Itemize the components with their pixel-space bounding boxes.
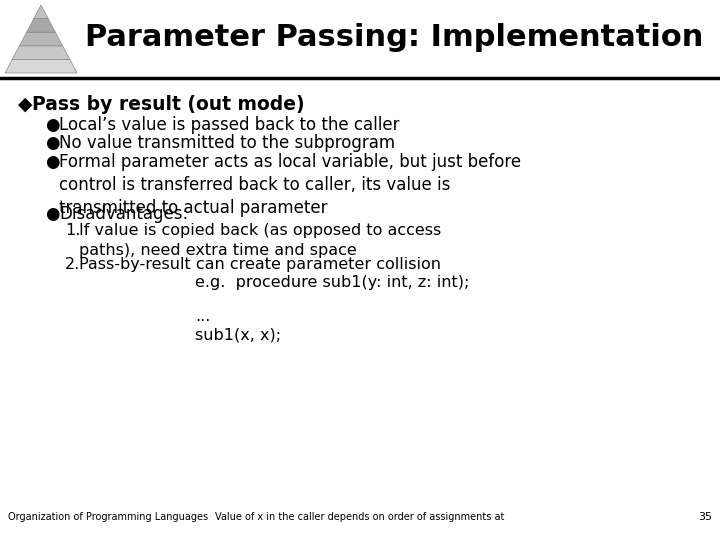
Text: Pass-by-result can create parameter collision: Pass-by-result can create parameter coll… (79, 257, 441, 272)
Polygon shape (12, 46, 70, 59)
Text: ●: ● (45, 153, 60, 171)
Text: e.g.  procedure sub1(y: int, z: int);: e.g. procedure sub1(y: int, z: int); (195, 275, 469, 290)
Text: 1.: 1. (65, 224, 81, 238)
Text: If value is copied back (as opposed to access
paths), need extra time and space: If value is copied back (as opposed to a… (79, 224, 441, 258)
Text: Formal parameter acts as local variable, but just before
control is transferred : Formal parameter acts as local variable,… (59, 153, 521, 217)
Text: 2.: 2. (65, 257, 80, 272)
Text: Value of x in the caller depends on order of assignments at: Value of x in the caller depends on orde… (215, 512, 505, 522)
Polygon shape (34, 5, 48, 18)
Text: 35: 35 (698, 512, 712, 522)
Text: sub1(x, x);: sub1(x, x); (195, 327, 281, 342)
Polygon shape (19, 32, 63, 46)
Text: Disadvantages:: Disadvantages: (59, 205, 188, 223)
Text: Organization of Programming Languages: Organization of Programming Languages (8, 512, 208, 522)
Text: ●: ● (45, 116, 60, 134)
Polygon shape (27, 18, 55, 32)
Text: No value transmitted to the subprogram: No value transmitted to the subprogram (59, 134, 395, 152)
Text: ●: ● (45, 134, 60, 152)
Text: Local’s value is passed back to the caller: Local’s value is passed back to the call… (59, 116, 400, 134)
Text: ...: ... (195, 309, 210, 325)
Text: Pass by result (out mode): Pass by result (out mode) (32, 95, 305, 114)
Text: ◆: ◆ (18, 95, 32, 114)
Text: ●: ● (45, 205, 60, 223)
Polygon shape (5, 59, 77, 73)
Text: Parameter Passing: Implementation: Parameter Passing: Implementation (85, 24, 703, 52)
